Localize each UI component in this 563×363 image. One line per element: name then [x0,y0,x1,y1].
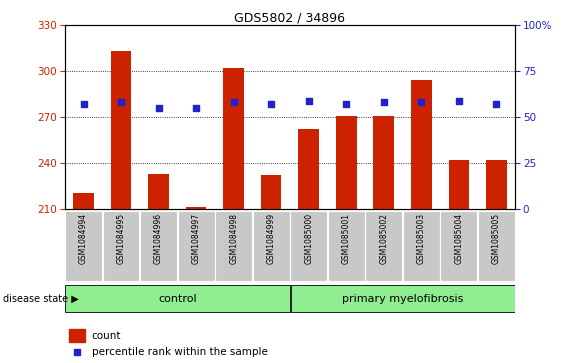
FancyBboxPatch shape [215,211,252,281]
Point [73,349,82,355]
Bar [224,68,244,209]
Text: count: count [92,331,121,340]
Bar [69,329,85,342]
Point [229,99,238,105]
Text: percentile rank within the sample: percentile rank within the sample [92,347,267,357]
Bar [336,115,356,209]
Text: GSM1084997: GSM1084997 [191,213,200,265]
Title: GDS5802 / 34896: GDS5802 / 34896 [234,11,346,24]
Point [492,101,501,107]
FancyBboxPatch shape [65,211,102,281]
FancyBboxPatch shape [328,211,365,281]
Text: GSM1084995: GSM1084995 [117,213,126,265]
Text: GSM1085001: GSM1085001 [342,213,351,264]
Point [379,99,388,105]
Bar [411,80,432,209]
Point [267,101,276,107]
Point [304,98,313,103]
Text: GSM1084996: GSM1084996 [154,213,163,265]
Text: primary myelofibrosis: primary myelofibrosis [342,294,463,303]
Text: GSM1085004: GSM1085004 [454,213,463,265]
Bar [373,115,394,209]
Text: GSM1085005: GSM1085005 [492,213,501,265]
Bar [73,193,94,209]
Bar [486,160,507,209]
Point [342,101,351,107]
Text: GSM1085000: GSM1085000 [304,213,313,265]
Text: GSM1084998: GSM1084998 [229,213,238,264]
Text: GSM1084994: GSM1084994 [79,213,88,265]
Text: GSM1084999: GSM1084999 [267,213,276,265]
FancyBboxPatch shape [140,211,177,281]
Point [154,105,163,111]
FancyBboxPatch shape [365,211,402,281]
Text: GSM1085003: GSM1085003 [417,213,426,265]
FancyBboxPatch shape [478,211,515,281]
Bar [261,175,282,209]
FancyBboxPatch shape [102,211,140,281]
FancyBboxPatch shape [403,211,440,281]
Point [191,105,200,111]
Text: disease state ▶: disease state ▶ [3,294,79,303]
FancyBboxPatch shape [291,285,515,313]
FancyBboxPatch shape [253,211,289,281]
Point [417,99,426,105]
Bar [298,129,319,209]
Point [79,101,88,107]
Bar [148,174,169,209]
Bar [111,52,131,209]
Bar [186,207,207,209]
FancyBboxPatch shape [291,211,327,281]
FancyBboxPatch shape [65,285,289,313]
Text: GSM1085002: GSM1085002 [379,213,388,264]
FancyBboxPatch shape [178,211,215,281]
Point [117,99,126,105]
Bar [449,160,469,209]
Point [454,98,463,103]
FancyBboxPatch shape [440,211,477,281]
Text: control: control [158,294,196,303]
